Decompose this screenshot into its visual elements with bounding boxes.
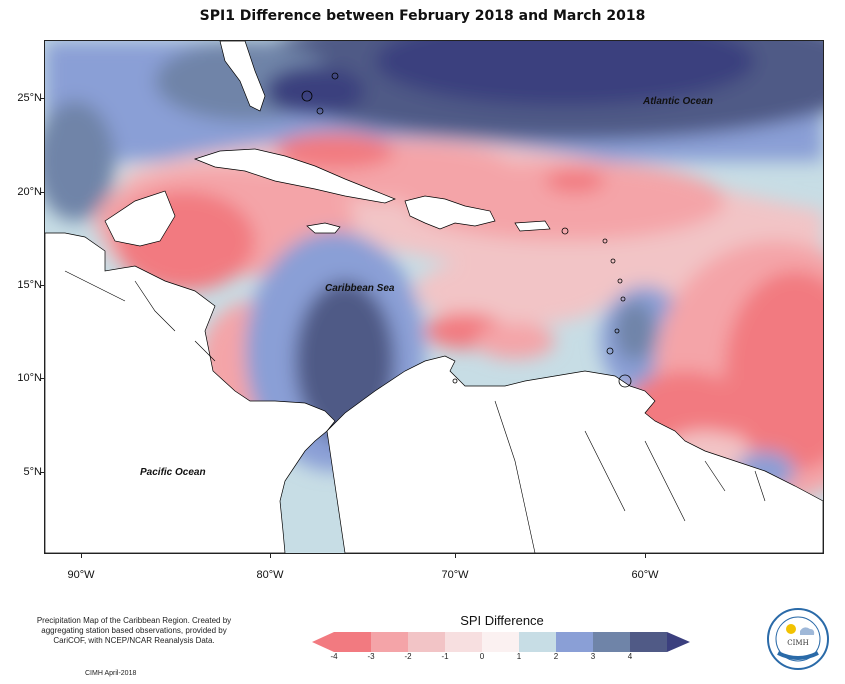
legend-label: 1 bbox=[516, 652, 522, 661]
label-caribbean-sea: Caribbean Sea bbox=[325, 283, 395, 294]
lon-tickmark bbox=[270, 553, 271, 558]
lon-tick-60w: 60°W bbox=[631, 569, 659, 581]
source-note: Precipitation Map of the Caribbean Regio… bbox=[36, 616, 232, 645]
lat-tickmark bbox=[40, 192, 44, 193]
legend-swatch bbox=[445, 632, 482, 652]
cimh-logo: CIMH bbox=[767, 608, 829, 670]
legend-label: -1 bbox=[441, 652, 449, 661]
lon-tick-90w: 90°W bbox=[67, 569, 95, 581]
legend-label: 2 bbox=[553, 652, 559, 661]
legend-arrow-left bbox=[312, 632, 334, 652]
map-title: SPI1 Difference between February 2018 an… bbox=[199, 8, 646, 24]
lat-tickmark bbox=[40, 98, 44, 99]
country-borders bbox=[64, 270, 766, 553]
lon-tickmark bbox=[455, 553, 456, 558]
legend-label: -3 bbox=[367, 652, 375, 661]
legend-swatch bbox=[556, 632, 593, 652]
lat-tick-5n: 5°N bbox=[23, 466, 42, 478]
lat-tick-10n: 10°N bbox=[17, 372, 42, 384]
logo-text: CIMH bbox=[787, 639, 808, 647]
legend-title: SPI Difference bbox=[460, 613, 544, 628]
legend-colorbar bbox=[312, 632, 690, 652]
legend-swatch bbox=[482, 632, 519, 652]
legend-label: -2 bbox=[404, 652, 412, 661]
label-pacific-ocean: Pacific Ocean bbox=[140, 467, 206, 478]
lon-tickmark bbox=[645, 553, 646, 558]
legend-label: 0 bbox=[479, 652, 485, 661]
lon-tick-70w: 70°W bbox=[441, 569, 469, 581]
lat-tickmark bbox=[40, 472, 44, 473]
island-outlines bbox=[301, 72, 632, 388]
map-panel: Atlantic Ocean Caribbean Sea Pacific Oce… bbox=[44, 40, 824, 554]
legend-label: 3 bbox=[590, 652, 596, 661]
spi-map: Atlantic Ocean Caribbean Sea Pacific Oce… bbox=[45, 41, 823, 553]
sun-icon bbox=[786, 624, 796, 634]
legend-label: -4 bbox=[330, 652, 338, 661]
cloud-icon bbox=[800, 627, 815, 635]
legend-swatch bbox=[593, 632, 630, 652]
legend-arrow-right bbox=[667, 632, 690, 652]
legend-swatch bbox=[630, 632, 667, 652]
lon-tick-80w: 80°W bbox=[256, 569, 284, 581]
legend-swatch bbox=[408, 632, 445, 652]
lat-tickmark bbox=[40, 378, 44, 379]
credit-text: CIMH April-2018 bbox=[85, 670, 137, 677]
land-masses bbox=[45, 41, 823, 553]
legend-swatch bbox=[371, 632, 408, 652]
lat-tick-25n: 25°N bbox=[17, 92, 42, 104]
legend-label: 4 bbox=[627, 652, 633, 661]
legend-swatch bbox=[334, 632, 371, 652]
lat-tick-15n: 15°N bbox=[17, 279, 42, 291]
lat-tickmark bbox=[40, 285, 44, 286]
legend-swatch bbox=[519, 632, 556, 652]
label-atlantic-ocean: Atlantic Ocean bbox=[642, 96, 713, 107]
lat-tick-20n: 20°N bbox=[17, 186, 42, 198]
lon-tickmark bbox=[81, 553, 82, 558]
